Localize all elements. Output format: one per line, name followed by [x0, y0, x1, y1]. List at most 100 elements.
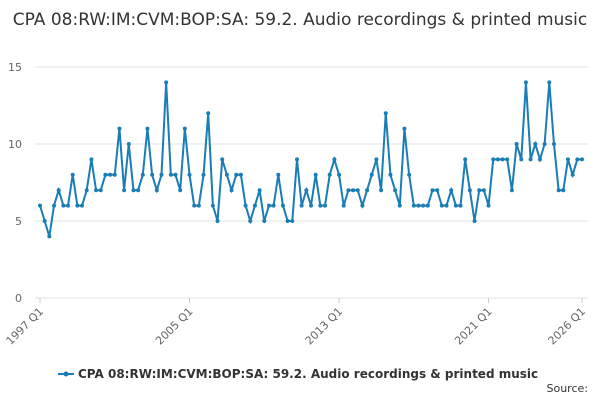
- data-point: [122, 188, 127, 193]
- data-point: [453, 203, 458, 208]
- x-tick-label: 2005 Q1: [153, 305, 196, 348]
- data-point: [402, 126, 407, 131]
- data-point: [388, 172, 393, 177]
- data-point: [285, 219, 290, 223]
- data-point: [168, 172, 173, 177]
- data-point: [491, 157, 496, 162]
- data-point: [243, 203, 248, 208]
- data-point: [56, 188, 61, 193]
- data-point: [514, 142, 519, 146]
- data-point: [140, 172, 145, 177]
- data-point: [435, 188, 440, 193]
- data-point: [318, 203, 323, 208]
- data-point: [52, 203, 57, 208]
- data-point: [192, 203, 197, 208]
- data-point: [523, 80, 528, 85]
- chart-title: CPA 08:RW:IM:CVM:BOP:SA: 59.2. Audio rec…: [13, 10, 587, 30]
- y-tick-label: 5: [15, 215, 22, 228]
- data-point: [374, 157, 379, 162]
- data-point: [393, 188, 398, 193]
- data-point: [210, 203, 215, 208]
- data-point: [383, 111, 388, 116]
- data-point: [276, 172, 281, 177]
- data-point: [131, 188, 136, 193]
- x-tick-label: 2013 Q1: [303, 305, 346, 348]
- data-point: [570, 172, 575, 177]
- data-point: [561, 188, 566, 193]
- data-point: [411, 203, 416, 208]
- data-point: [224, 172, 229, 177]
- data-point: [472, 219, 477, 223]
- data-point: [439, 203, 444, 208]
- data-point: [495, 157, 500, 162]
- legend-marker: [63, 371, 69, 377]
- data-point: [108, 172, 113, 177]
- data-point: [542, 142, 547, 146]
- data-point: [215, 219, 220, 223]
- data-point: [337, 172, 342, 177]
- data-point: [481, 188, 486, 193]
- data-point: [500, 157, 505, 162]
- data-point: [467, 188, 472, 193]
- data-point: [533, 142, 538, 146]
- data-point: [509, 188, 514, 193]
- data-point: [150, 172, 155, 177]
- data-point: [505, 157, 510, 162]
- data-point: [248, 219, 253, 223]
- data-point: [61, 203, 66, 208]
- data-point: [444, 203, 449, 208]
- data-point: [341, 203, 346, 208]
- data-point: [551, 142, 556, 146]
- data-point: [126, 142, 131, 146]
- data-point: [84, 188, 89, 193]
- data-point: [159, 172, 164, 177]
- data-point: [229, 188, 234, 193]
- data-point: [556, 188, 561, 193]
- data-point: [369, 172, 374, 177]
- data-point: [280, 203, 285, 208]
- data-point: [112, 172, 117, 177]
- x-tick-label: 2021 Q1: [452, 305, 495, 348]
- data-point: [397, 203, 402, 208]
- x-tick-label: 2026 Q1: [546, 305, 589, 348]
- data-point: [351, 188, 356, 193]
- data-point: [206, 111, 211, 116]
- data-point: [94, 188, 99, 193]
- data-point: [70, 172, 75, 177]
- data-point: [346, 188, 351, 193]
- data-point: [519, 157, 524, 162]
- data-point: [486, 203, 491, 208]
- data-point: [271, 203, 276, 208]
- data-point: [178, 188, 183, 193]
- data-point: [234, 172, 239, 177]
- data-point: [38, 203, 42, 208]
- data-point: [360, 203, 365, 208]
- data-point: [173, 172, 178, 177]
- data-point: [238, 172, 243, 177]
- data-point: [164, 80, 169, 85]
- data-point: [332, 157, 337, 162]
- data-point: [75, 203, 80, 208]
- data-point: [66, 203, 71, 208]
- data-point: [430, 188, 435, 193]
- data-point: [477, 188, 482, 193]
- data-point: [98, 188, 103, 193]
- data-point: [547, 80, 552, 85]
- data-point: [89, 157, 94, 162]
- x-tick-label: 1997 Q1: [4, 305, 47, 348]
- data-point: [103, 172, 108, 177]
- data-point: [304, 188, 309, 193]
- data-point: [313, 172, 318, 177]
- data-point: [528, 157, 533, 162]
- data-point: [458, 203, 463, 208]
- data-point: [117, 126, 122, 131]
- data-point: [220, 157, 225, 162]
- data-point: [421, 203, 426, 208]
- y-tick-label: 15: [8, 61, 22, 74]
- data-point: [145, 126, 150, 131]
- data-point: [299, 203, 304, 208]
- data-point: [47, 234, 52, 239]
- data-point: [154, 188, 159, 193]
- data-point: [136, 188, 141, 193]
